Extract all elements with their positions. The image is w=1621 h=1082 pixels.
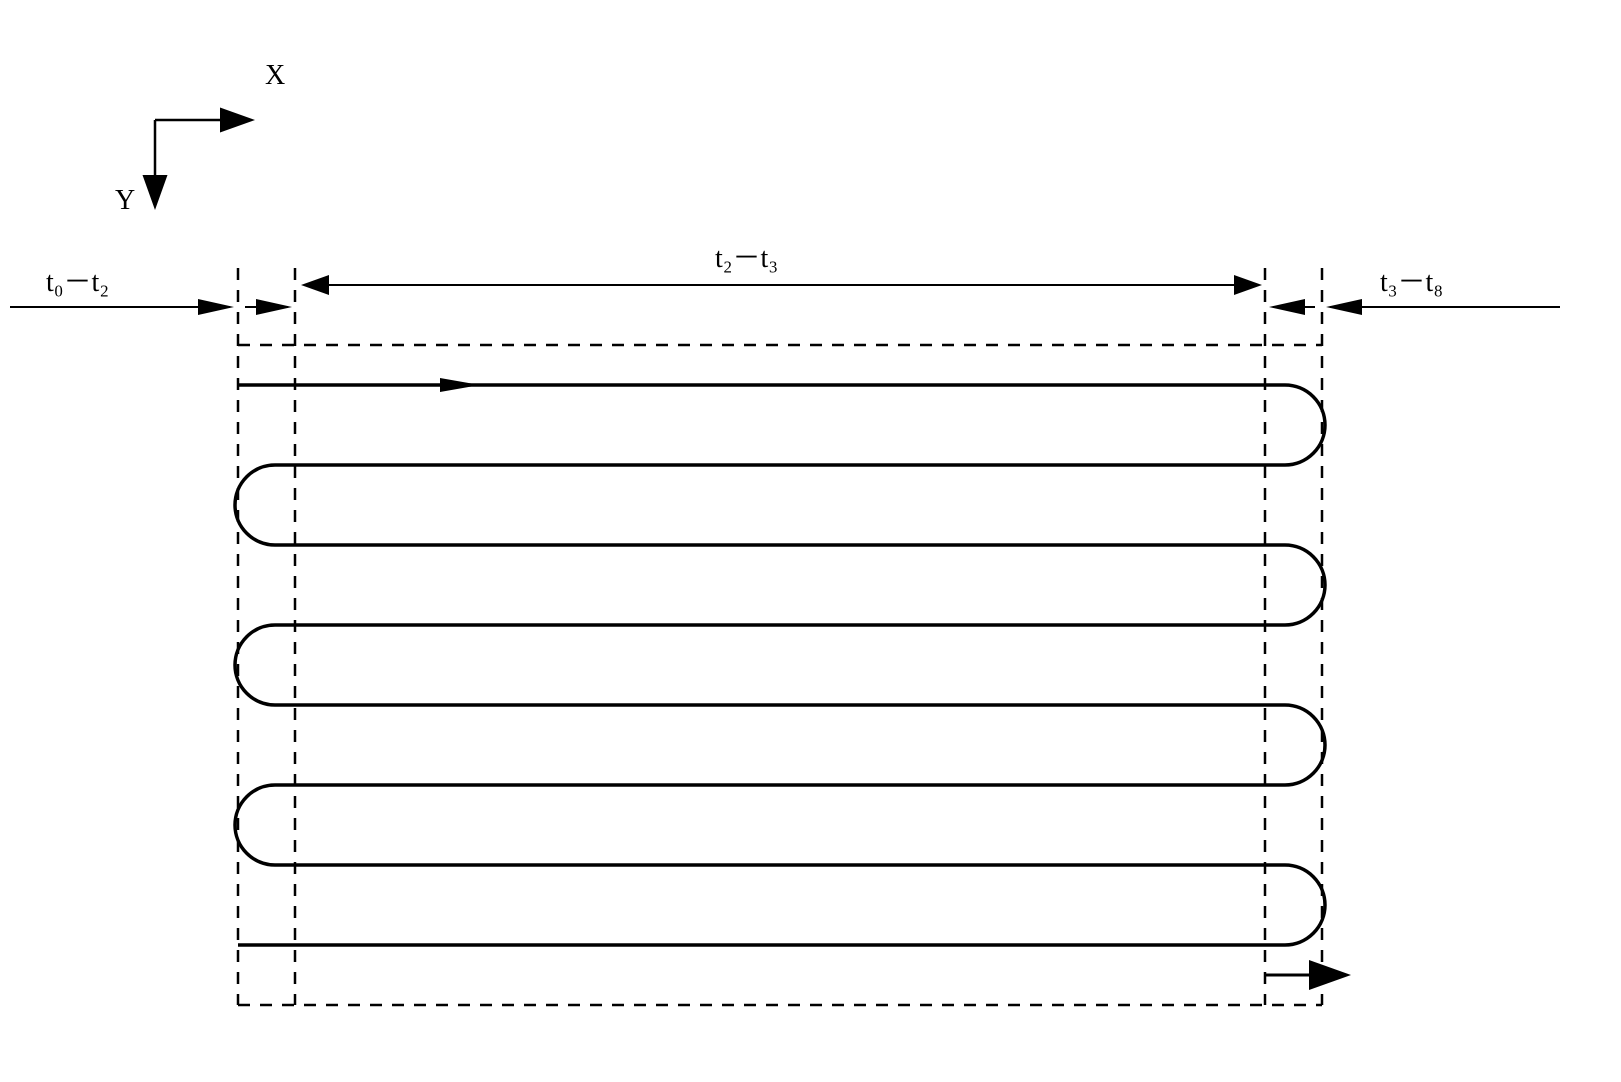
direction-arrow-first bbox=[440, 378, 480, 392]
x-axis-label: X bbox=[265, 60, 285, 92]
dashed-guides bbox=[238, 268, 1322, 1005]
dim-center-label: t₂－t₃ bbox=[715, 236, 778, 276]
y-axis-label: Y bbox=[115, 185, 135, 217]
coordinate-axes bbox=[155, 120, 250, 205]
serpentine-path bbox=[235, 385, 1325, 945]
dim-left-label: t₀－t₂ bbox=[46, 260, 109, 300]
dim-right-label: t₃－t₈ bbox=[1380, 260, 1443, 300]
